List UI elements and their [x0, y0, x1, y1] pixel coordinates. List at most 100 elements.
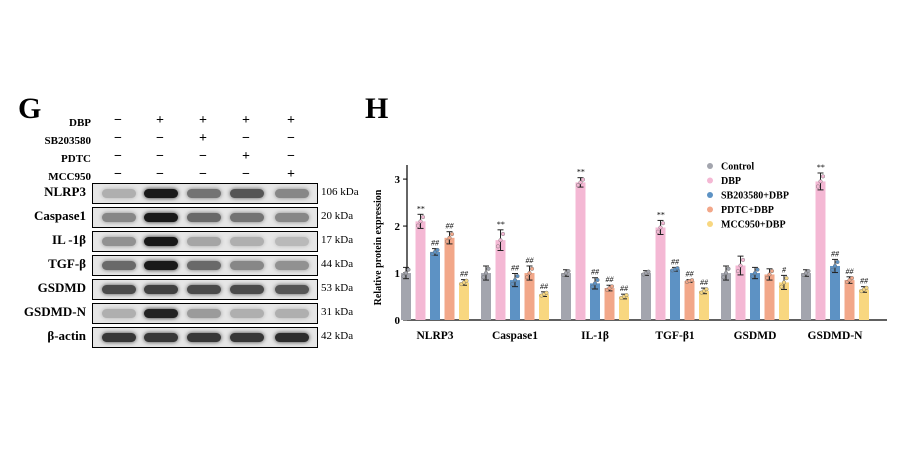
data-point [833, 263, 838, 268]
data-point [544, 290, 549, 295]
significance-mark: ## [460, 270, 469, 279]
blot-band [275, 261, 309, 270]
blot-band [144, 189, 178, 198]
bar [495, 240, 506, 320]
data-point [765, 275, 770, 280]
data-point [401, 274, 406, 279]
blot-band [144, 285, 178, 294]
data-point [404, 271, 409, 276]
data-point [818, 179, 823, 184]
significance-mark: ## [620, 284, 629, 293]
data-point [515, 274, 520, 279]
bar [735, 265, 746, 320]
blot-band [144, 333, 178, 342]
blot-label: NLRP3 [44, 184, 86, 199]
molecular-weight-label: 42 kDa [321, 330, 354, 342]
data-point [483, 271, 488, 276]
data-point [821, 174, 826, 179]
molecular-weight-label: 20 kDa [321, 210, 354, 222]
data-point [646, 269, 651, 274]
legend-swatch [707, 163, 713, 169]
treatment-sign: − [199, 167, 207, 182]
bar [415, 221, 426, 320]
legend-label: SB203580+DBP [721, 191, 789, 202]
molecular-weight-label: 31 kDa [321, 306, 354, 318]
data-point [816, 184, 821, 189]
molecular-weight-label: 106 kDa [321, 186, 359, 198]
treatment-sign: + [242, 113, 250, 128]
y-tick-label: 2 [395, 221, 401, 233]
treatment-sign: − [156, 131, 164, 146]
significance-mark: ** [417, 204, 425, 213]
data-point [566, 269, 571, 274]
bar [721, 273, 731, 320]
data-point [498, 238, 503, 243]
blot-band [144, 309, 178, 318]
data-point [767, 272, 772, 277]
data-point [435, 247, 440, 252]
blot-label: IL -1β [52, 232, 86, 247]
legend-label: Control [721, 162, 754, 173]
blot-band [144, 213, 178, 222]
y-axis-label: Relative protein expression [373, 189, 384, 305]
blot-band [102, 309, 136, 318]
data-point [575, 183, 580, 188]
blot-band [275, 189, 309, 198]
x-tick-label: GSDMD-N [808, 330, 864, 342]
significance-mark: ## [526, 256, 535, 265]
blot-strip [92, 207, 318, 228]
y-tick-label: 1 [395, 268, 401, 280]
molecular-weight-label: 53 kDa [321, 282, 354, 294]
molecular-weight-label: 44 kDa [321, 258, 354, 270]
legend-label: MCC950+DBP [721, 220, 786, 231]
significance-mark: ## [606, 275, 615, 284]
significance-mark: ** [577, 168, 585, 177]
blot-band [102, 261, 136, 270]
significance-mark: ## [511, 264, 520, 273]
blot-band [230, 213, 264, 222]
data-point [421, 215, 426, 220]
treatment-sign: − [114, 113, 122, 128]
treatment-sign: − [114, 149, 122, 164]
bar [641, 273, 651, 320]
blot-label: GSDMD-N [23, 304, 86, 319]
blot-band [102, 237, 136, 246]
treatment-sign: − [287, 131, 295, 146]
blot-band [230, 261, 264, 270]
data-point [578, 180, 583, 185]
data-point [864, 285, 869, 290]
data-point [738, 263, 743, 268]
blot-label: β-actin [47, 328, 86, 343]
data-point [592, 281, 597, 286]
blot-band [230, 189, 264, 198]
bar-chart-h: 0 1 2 3 Relative protein expression ** ## ## ## N… [373, 162, 887, 342]
bar [750, 273, 760, 320]
data-point [495, 244, 500, 249]
x-tick-label: IL-1β [581, 330, 609, 342]
y-tick-label: 0 [395, 315, 401, 327]
blot-band [275, 285, 309, 294]
data-point [850, 276, 855, 281]
data-point [656, 229, 661, 234]
treatment-sign: + [156, 113, 164, 128]
data-point [724, 271, 729, 276]
significance-mark: ## [431, 239, 440, 248]
blot-band [187, 309, 221, 318]
significance-mark: ** [657, 210, 665, 219]
panel-g-letter: G [18, 92, 42, 125]
bar [859, 289, 869, 320]
significance-mark: ## [846, 267, 855, 276]
data-point [690, 278, 695, 283]
bar [575, 182, 586, 320]
bar [830, 265, 840, 320]
data-point [658, 225, 663, 230]
blot-strip [92, 327, 318, 348]
data-point [675, 266, 680, 271]
blot-band [275, 213, 309, 222]
bar [844, 280, 855, 320]
data-point [806, 269, 811, 274]
blot-band [275, 237, 309, 246]
treatment-label: SB203580 [44, 135, 91, 147]
data-point [464, 278, 469, 283]
significance-mark: ## [700, 278, 709, 287]
